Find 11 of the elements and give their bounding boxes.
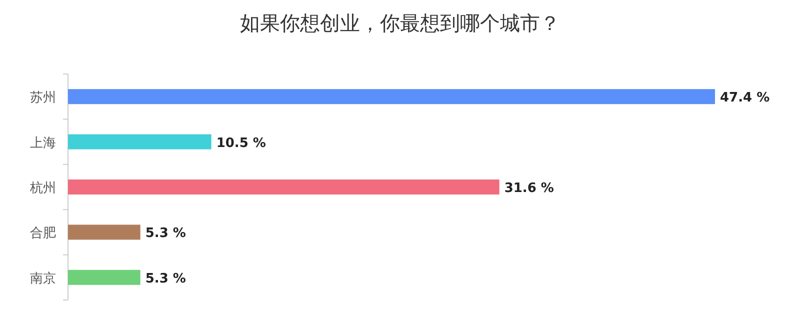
data-label: 47.4 % bbox=[720, 90, 770, 106]
data-label: 10.5 % bbox=[216, 136, 266, 151]
y-tick-label: 南京 bbox=[30, 271, 56, 286]
data-label: 5.3 % bbox=[145, 226, 186, 242]
y-tick-label: 苏州 bbox=[30, 90, 56, 106]
chart-title: 如果你想创业，你最想到哪个城市？ bbox=[240, 11, 560, 35]
data-label: 31.6 % bbox=[504, 181, 554, 196]
y-tick-label: 杭州 bbox=[29, 181, 56, 196]
data-label: 5.3 % bbox=[145, 271, 186, 286]
y-tick-label: 上海 bbox=[30, 136, 56, 151]
y-tick-label: 合肥 bbox=[30, 226, 56, 242]
